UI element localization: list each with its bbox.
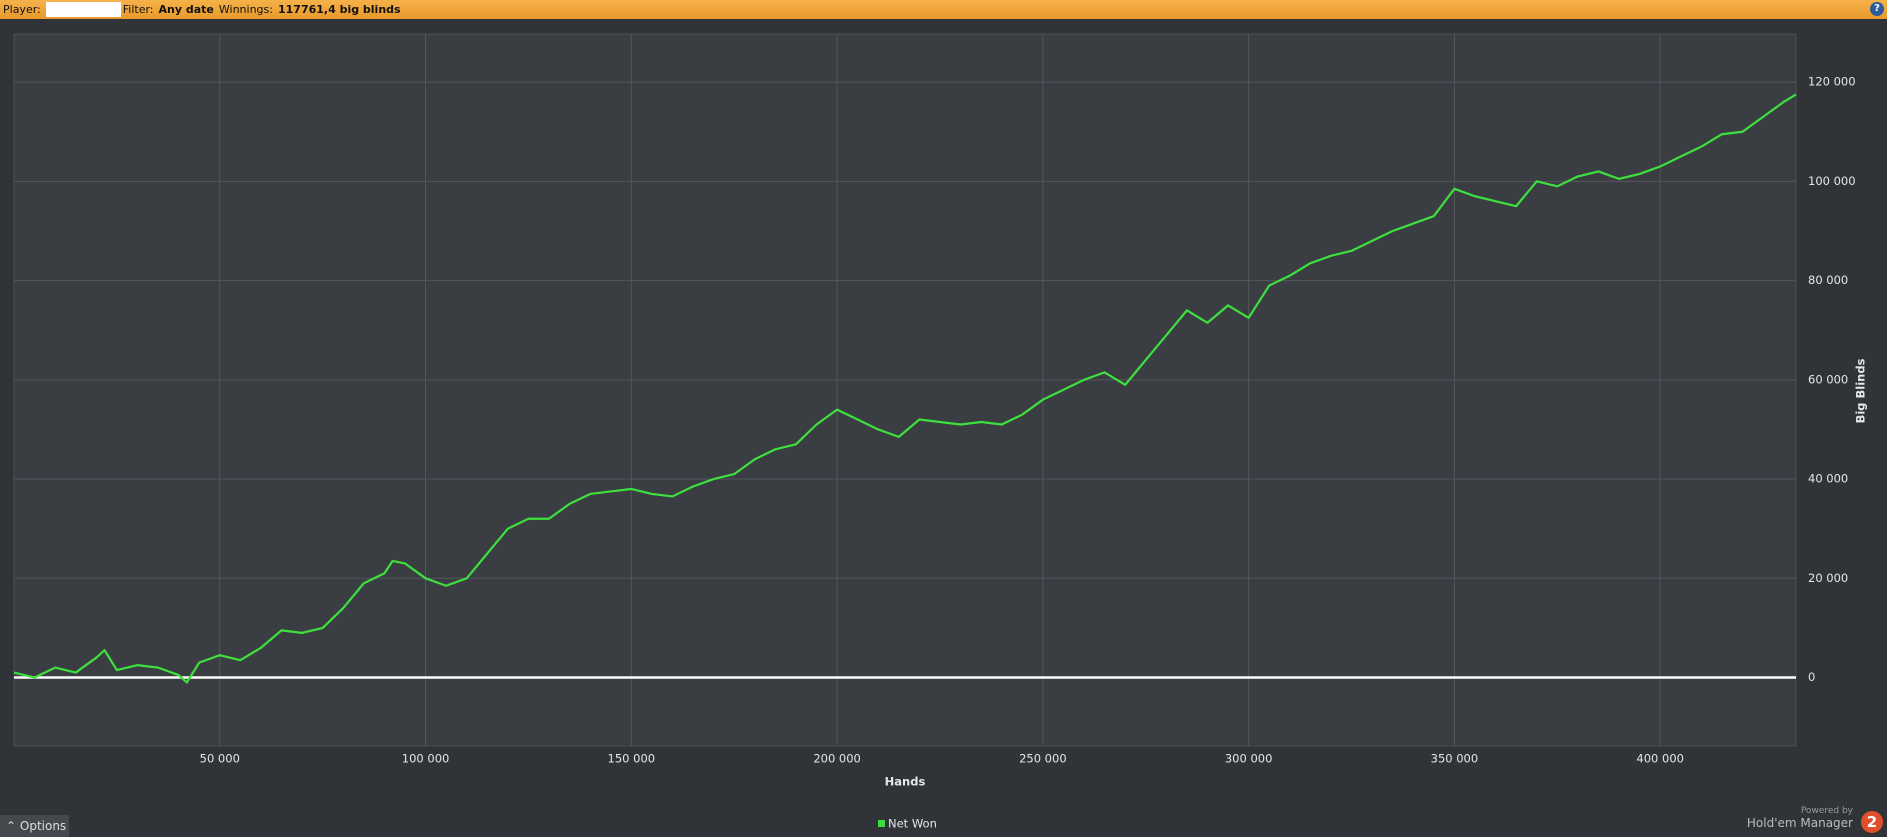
- filter-label: Filter:: [122, 3, 154, 16]
- winnings-value: 117761,4 big blinds: [277, 3, 401, 16]
- x-tick-label: 400 000: [1636, 752, 1684, 766]
- y-axis-title: Big Blinds: [1854, 358, 1868, 423]
- x-axis-title: Hands: [885, 775, 926, 789]
- x-tick-label: 50 000: [200, 752, 240, 766]
- legend-swatch: [878, 820, 885, 827]
- toolbar: Player: Filter: Any date Winnings: 11776…: [0, 0, 1887, 19]
- y-tick-label: 0: [1808, 670, 1815, 684]
- player-label: Player:: [3, 3, 41, 16]
- winnings-label: Winnings:: [218, 3, 273, 16]
- filter-value[interactable]: Any date: [158, 3, 214, 16]
- legend-label: Net Won: [888, 817, 937, 831]
- x-tick-label: 350 000: [1431, 752, 1479, 766]
- series-line: [13, 93, 1797, 684]
- x-tick-label: 250 000: [1019, 752, 1067, 766]
- y-tick-label: 20 000: [1808, 571, 1848, 585]
- y-tick-label: 120 000: [1808, 75, 1856, 89]
- y-tick-label: 40 000: [1808, 472, 1848, 486]
- y-tick-label: 80 000: [1808, 273, 1848, 287]
- powered-by: Powered by: [1800, 806, 1853, 816]
- logo: 2: [1861, 811, 1883, 833]
- y-tick-label: 60 000: [1808, 372, 1848, 386]
- x-tick-label: 200 000: [813, 752, 861, 766]
- player-field[interactable]: [45, 2, 121, 17]
- branding: Powered by Hold'em Manager: [1747, 806, 1853, 830]
- options-label: Options: [19, 819, 67, 833]
- x-tick-label: 100 000: [402, 752, 450, 766]
- help-button[interactable]: ?: [1870, 2, 1884, 16]
- y-tick-label: 100 000: [1808, 174, 1856, 188]
- options-button[interactable]: ⌃ Options: [0, 815, 69, 837]
- product-name: Hold'em Manager: [1746, 816, 1853, 830]
- x-tick-label: 150 000: [608, 752, 656, 766]
- x-tick-label: 300 000: [1225, 752, 1273, 766]
- plot-area: [13, 33, 1797, 747]
